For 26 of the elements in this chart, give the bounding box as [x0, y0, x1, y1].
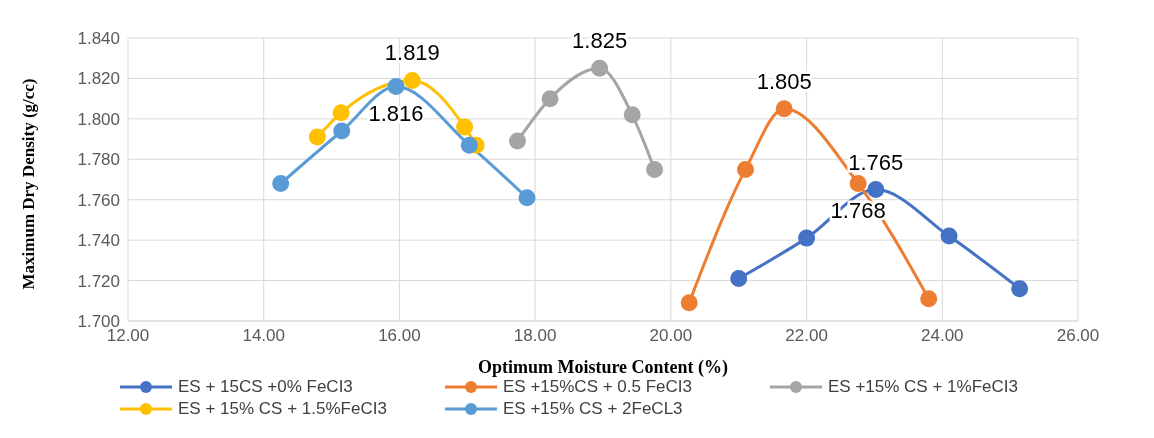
data-label: 1.765 [848, 149, 904, 175]
y-tick-label: 1.740 [77, 231, 120, 251]
x-tick-label: 20.00 [649, 326, 693, 346]
data-label: 1.819 [384, 40, 440, 66]
y-tick-label: 1.760 [77, 190, 120, 210]
y-tick-label: 1.800 [77, 109, 120, 129]
legend-label: ES + 15CS +0% FeCI3 [178, 377, 353, 397]
legend-label: ES +15% CS + 1%FeCI3 [828, 377, 1018, 397]
y-axis-title: Maximum Dry Density (g/cc) [19, 78, 39, 290]
legend-label: ES +15%CS + 0.5 FeCI3 [503, 377, 692, 397]
y-tick-label: 1.820 [77, 69, 120, 89]
data-label: 1.825 [572, 28, 628, 54]
x-tick-label: 18.00 [513, 326, 557, 346]
x-tick-label: 14.00 [242, 326, 285, 346]
y-tick-label: 1.840 [77, 29, 120, 49]
x-tick-label: 16.00 [378, 326, 421, 346]
y-tick-label: 1.780 [77, 150, 120, 170]
data-label: 1.816 [368, 100, 424, 126]
x-tick-label: 26.00 [1056, 326, 1100, 346]
x-axis-title: Optimum Moisture Content (%) [477, 357, 729, 378]
data-label: 1.805 [756, 68, 812, 94]
legend-label: ES + 15% CS + 1.5%FeCI3 [178, 399, 387, 419]
x-tick-label: 22.00 [785, 326, 828, 346]
x-tick-label: 24.00 [921, 326, 964, 346]
y-tick-label: 1.720 [77, 271, 120, 291]
legend-label: ES +15% CS + 2FeCL3 [503, 399, 683, 419]
